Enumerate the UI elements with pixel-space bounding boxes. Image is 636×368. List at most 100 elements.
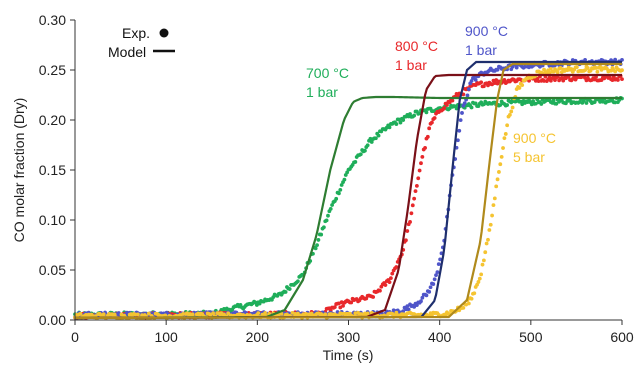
exp-point [338, 187, 343, 192]
exp-point [479, 80, 484, 85]
exp-point [431, 282, 436, 286]
exp-point [423, 146, 427, 150]
exp-point [477, 276, 482, 281]
exp-point [410, 203, 415, 208]
exp-point [363, 148, 367, 153]
exp-point [460, 111, 464, 115]
exp-point [479, 272, 484, 277]
exp-point [554, 101, 559, 106]
exp-point [339, 183, 344, 187]
exp-point [510, 105, 515, 110]
exp-point [420, 295, 425, 300]
y-tick-label: 0.20 [39, 112, 66, 128]
exp-point [517, 86, 522, 90]
exp-point [419, 161, 423, 166]
exp-point [332, 305, 337, 309]
exp-point [424, 293, 429, 298]
legend-model-label: Model [108, 44, 146, 60]
exp-point [279, 311, 284, 316]
exp-point [408, 220, 412, 224]
exp-point [583, 58, 587, 62]
exp-point [435, 270, 440, 275]
exp-point [419, 299, 423, 304]
exp-point [394, 122, 399, 126]
exp-point [520, 83, 525, 87]
exp-point [476, 280, 481, 284]
exp-point [498, 162, 503, 167]
exp-point [495, 67, 500, 72]
exp-point [505, 123, 510, 128]
x-tick-label: 600 [610, 329, 634, 345]
exp-point [383, 283, 388, 287]
exp-point [387, 280, 392, 285]
exp-point [401, 118, 406, 122]
x-tick-label: 500 [519, 329, 543, 345]
exp-point [283, 290, 288, 294]
exp-point [414, 184, 419, 188]
exp-point [315, 243, 319, 247]
annotation-900-5bar-temp: 900 °C [513, 130, 556, 146]
exp-point [349, 300, 354, 305]
exp-point [501, 146, 505, 150]
annotation-900-1bar-temp: 900 °C [465, 23, 508, 39]
exp-point [408, 112, 412, 116]
exp-point [146, 311, 151, 316]
exp-point [211, 311, 216, 316]
exp-point [136, 312, 140, 317]
exp-point [328, 206, 333, 211]
x-tick-label: 200 [246, 329, 270, 345]
annotation-800-temp: 800 °C [395, 38, 438, 54]
exp-point [112, 312, 117, 317]
x-tick-label: 100 [154, 329, 178, 345]
exp-point [462, 101, 467, 106]
exp-point [371, 295, 376, 299]
exp-point [438, 257, 443, 262]
exp-point [365, 311, 370, 316]
exp-point [319, 232, 324, 237]
exp-point [458, 118, 463, 122]
exp-point [495, 177, 500, 182]
exp-point [613, 57, 618, 62]
x-tick-label: 0 [71, 329, 79, 345]
exp-point [430, 120, 434, 125]
exp-point [326, 213, 330, 218]
model-line-3 [75, 62, 622, 320]
exp-point [358, 152, 363, 157]
y-tick-label: 0.15 [39, 162, 66, 178]
exp-point [398, 120, 403, 125]
exp-point [561, 78, 566, 83]
y-tick-label: 0.10 [39, 212, 66, 228]
exp-point [483, 250, 488, 255]
exp-point [595, 69, 600, 74]
x-axis-title: Time (s) [323, 347, 374, 363]
exp-point [263, 311, 267, 315]
exp-point [413, 189, 418, 194]
exp-point [620, 68, 624, 73]
exp-point [613, 100, 618, 105]
exp-point [442, 106, 447, 110]
exp-point [417, 168, 422, 173]
exp-point [256, 311, 261, 316]
exp-point [434, 273, 438, 277]
exp-point [390, 271, 395, 276]
exp-point [428, 285, 433, 290]
exp-point [555, 70, 560, 75]
exp-point [507, 112, 512, 117]
exp-point [353, 160, 358, 164]
exp-point [412, 113, 417, 118]
exp-point [620, 57, 624, 62]
exp-point [287, 287, 292, 291]
annotation-900-5bar-pressure: 5 bar [513, 149, 545, 165]
exp-point [584, 101, 589, 105]
exp-point [376, 133, 381, 138]
exp-point [394, 265, 399, 269]
exp-point [432, 116, 437, 120]
exp-point [594, 66, 598, 70]
annotation-900-1bar-pressure: 1 bar [465, 42, 497, 58]
exp-point [514, 65, 519, 70]
exp-point [323, 312, 328, 317]
exp-point [424, 110, 429, 115]
exp-point [133, 312, 138, 317]
exp-point [473, 77, 478, 82]
